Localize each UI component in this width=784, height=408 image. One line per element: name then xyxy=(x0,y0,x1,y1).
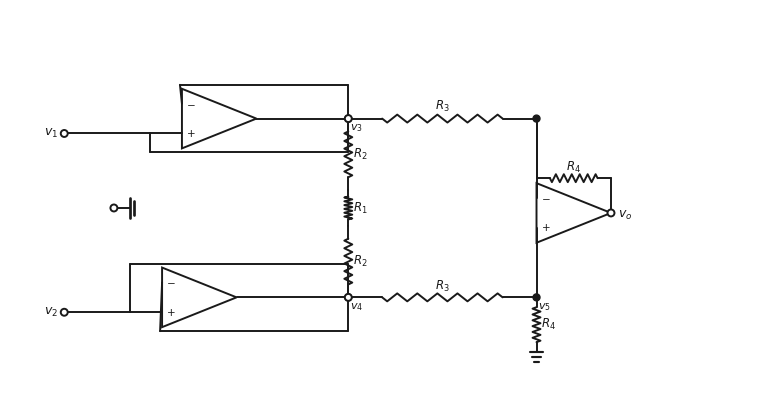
Circle shape xyxy=(533,115,540,122)
Text: $+$: $+$ xyxy=(166,307,176,318)
Text: $R_3$: $R_3$ xyxy=(435,279,450,294)
Text: $R_3$: $R_3$ xyxy=(435,99,450,114)
Text: $v_1$: $v_1$ xyxy=(44,127,58,140)
Circle shape xyxy=(111,204,118,211)
Text: $-$: $-$ xyxy=(166,277,176,288)
Text: $R_4$: $R_4$ xyxy=(542,317,557,332)
Text: $v_2$: $v_2$ xyxy=(44,306,58,319)
Text: $R_1$: $R_1$ xyxy=(354,200,368,215)
Text: $R_4$: $R_4$ xyxy=(566,160,581,175)
Text: $v_5$: $v_5$ xyxy=(539,302,551,313)
Circle shape xyxy=(345,115,352,122)
Circle shape xyxy=(608,209,615,216)
Circle shape xyxy=(345,294,352,301)
Circle shape xyxy=(61,309,67,316)
Circle shape xyxy=(61,130,67,137)
Circle shape xyxy=(345,294,352,301)
Text: $v_o$: $v_o$ xyxy=(618,209,633,222)
Circle shape xyxy=(345,115,352,122)
Text: $v_3$: $v_3$ xyxy=(350,123,363,134)
Text: $+$: $+$ xyxy=(186,128,196,139)
Text: $+$: $+$ xyxy=(541,222,550,233)
Text: $-$: $-$ xyxy=(541,193,550,203)
Text: $R_2$: $R_2$ xyxy=(354,254,368,269)
Text: $R_2$: $R_2$ xyxy=(354,147,368,162)
Circle shape xyxy=(533,294,540,301)
Text: $v_4$: $v_4$ xyxy=(350,302,364,313)
Text: $-$: $-$ xyxy=(186,99,196,109)
